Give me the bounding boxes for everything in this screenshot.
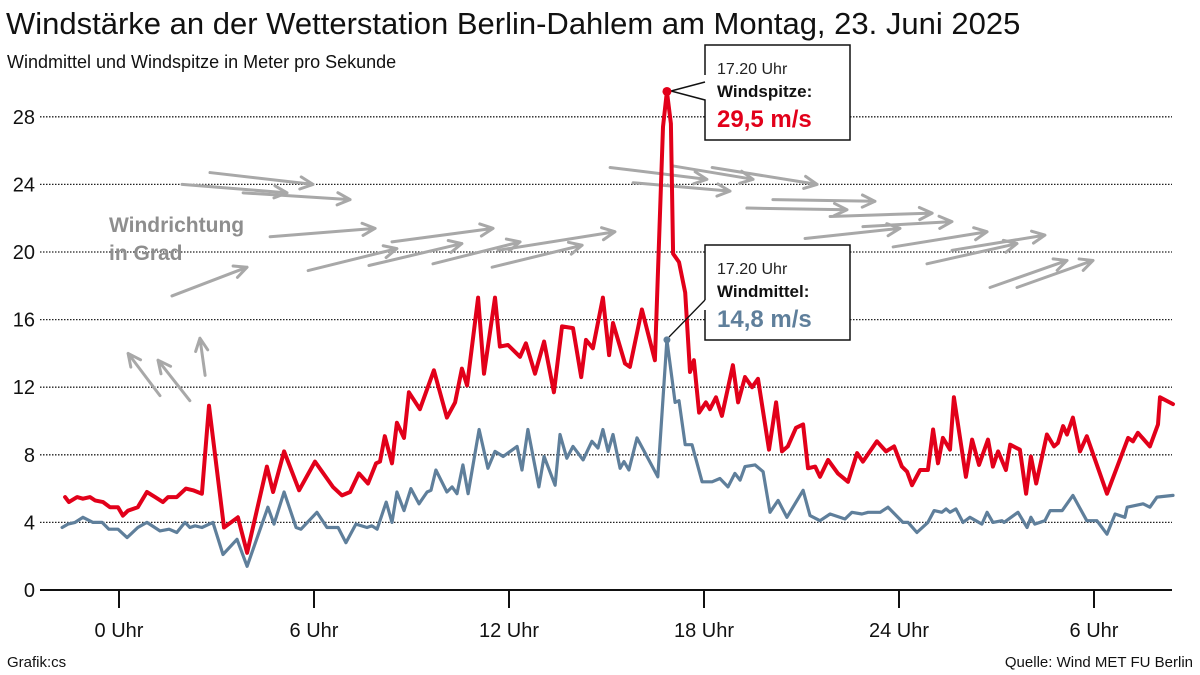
wind-direction-arrow-icon [828, 205, 934, 222]
mean-annotation: 17.20 Uhr Windmittel: 14,8 m/s [663, 244, 851, 344]
wind-direction-arrow-icon [745, 201, 849, 218]
y-axis-ticks: 0 4 8 12 16 20 24 28 [13, 107, 35, 602]
x-tick-label: 6 Uhr [1070, 620, 1119, 642]
wind-direction-arrow-icon [306, 244, 399, 273]
wind-direction-arrow-icon [891, 226, 989, 249]
series-lines [60, 89, 1175, 568]
wind-direction-arrow-icon [496, 226, 617, 252]
y-tick-label: 8 [24, 445, 35, 467]
wind-direction-arrow-icon [1015, 257, 1095, 289]
mean-time: 17.20 Uhr [717, 261, 788, 278]
peak-value: 29,5 m/s [717, 106, 812, 133]
mean-callout-box [704, 244, 851, 341]
y-tick-label: 12 [13, 377, 35, 399]
wind-direction-arrow-icon [170, 264, 249, 298]
y-tick-label: 4 [24, 512, 35, 534]
wind-direction-label-line1: Windrichtung [109, 214, 244, 237]
wind-direction-arrow-icon [367, 239, 464, 268]
wind-direction-arrow-icon [631, 181, 732, 198]
mean-value: 14,8 m/s [717, 306, 812, 333]
wind-direction-arrow-icon [126, 351, 162, 398]
peak-callout-box [668, 44, 851, 141]
wind-direction-arrow-icon [988, 257, 1069, 289]
wind-direction-arrow-icon [771, 193, 877, 209]
source: Quelle: Wind MET FU Berlin [1005, 654, 1193, 671]
chart-subtitle: Windmittel und Windspitze in Meter pro S… [7, 52, 396, 72]
y-tick-label: 20 [13, 242, 35, 264]
peak-marker [662, 86, 672, 96]
wind-direction-arrow-icon [241, 191, 352, 207]
windspitze-line [63, 89, 1175, 555]
wind-direction-arrow-icon [208, 171, 315, 191]
x-axis-ticks: 0 Uhr 6 Uhr 12 Uhr 18 Uhr 24 Uhr 6 Uhr [95, 590, 1119, 642]
peak-label: Windspitze: [717, 82, 812, 101]
peak-time: 17.20 Uhr [717, 61, 788, 78]
y-tick-label: 16 [13, 310, 35, 332]
x-tick-label: 6 Uhr [290, 620, 339, 642]
wind-direction-arrow-icon [390, 222, 495, 244]
y-tick-label: 28 [13, 107, 35, 129]
wind-direction-label-line2: in Grad [109, 242, 183, 265]
windmittel-line [60, 338, 1175, 568]
x-tick-label: 12 Uhr [479, 620, 539, 642]
wind-direction-arrow-icon [156, 358, 192, 403]
x-tick-label: 0 Uhr [95, 620, 144, 642]
mean-callout-line [668, 299, 706, 338]
chart-title: Windstärke an der Wetterstation Berlin-D… [6, 6, 1020, 41]
x-tick-label: 18 Uhr [674, 620, 734, 642]
credit: Grafik:cs [7, 654, 66, 671]
wind-direction-arrow-icon [861, 214, 954, 230]
mean-label: Windmittel: [717, 282, 809, 301]
wind-direction-arrow-icon [710, 166, 819, 190]
wind-direction-arrow-icon [268, 221, 377, 239]
mean-marker [663, 336, 671, 344]
y-tick-label: 0 [24, 580, 35, 602]
wind-direction-arrows [126, 164, 1095, 403]
wind-direction-arrow-icon [194, 336, 210, 377]
wind-direction-arrow-icon [490, 240, 584, 269]
wind-direction-arrow-icon [950, 229, 1047, 252]
peak-annotation: 17.20 Uhr Windspitze: 29,5 m/s [662, 44, 851, 141]
wind-direction-arrow-icon [608, 166, 709, 186]
y-tick-label: 24 [13, 174, 35, 196]
x-tick-label: 24 Uhr [869, 620, 929, 642]
